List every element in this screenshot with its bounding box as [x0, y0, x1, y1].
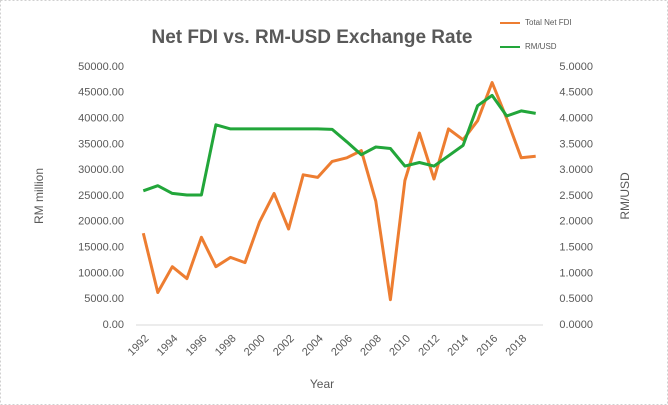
y-tick-label: 40000.00	[78, 113, 124, 125]
y2-axis-title: RM/USD	[618, 172, 632, 220]
legend-label: Total Net FDI	[525, 18, 572, 27]
y-tick-label: 50000.00	[78, 61, 124, 73]
series-line	[141, 81, 536, 302]
y-tick-label: 15000.00	[78, 242, 124, 254]
legend-label: RM/USD	[525, 42, 557, 51]
x-axis-title: Year	[310, 377, 334, 391]
y-tick-label: 25000.00	[78, 190, 124, 202]
chart-title: Net FDI vs. RM-USD Exchange Rate	[152, 27, 473, 48]
y-tick-label: 10000.00	[78, 267, 124, 279]
y-axis-title: RM million	[32, 168, 46, 224]
y-tick-label: 35000.00	[78, 138, 124, 150]
y2-tick-label: 2.0000	[559, 216, 593, 228]
y2-tick-label: 3.0000	[559, 164, 593, 176]
y2-tick-label: 0.5000	[559, 293, 593, 305]
y-tick-label: 45000.00	[78, 87, 124, 99]
y2-tick-label: 2.5000	[559, 190, 593, 202]
y-tick-label: 30000.00	[78, 164, 124, 176]
y2-tick-label: 3.5000	[559, 138, 593, 150]
y-tick-label: 0.00	[103, 319, 124, 331]
y-tick-label: 5000.00	[84, 293, 124, 305]
y-tick-label: 20000.00	[78, 216, 124, 228]
y2-tick-label: 4.5000	[559, 87, 593, 99]
y2-tick-label: 1.0000	[559, 267, 593, 279]
series-line	[142, 93, 536, 197]
y2-tick-label: 1.5000	[559, 242, 593, 254]
y2-tick-label: 0.0000	[559, 319, 593, 331]
y2-tick-label: 4.0000	[559, 113, 593, 125]
y2-tick-label: 5.0000	[559, 61, 593, 73]
